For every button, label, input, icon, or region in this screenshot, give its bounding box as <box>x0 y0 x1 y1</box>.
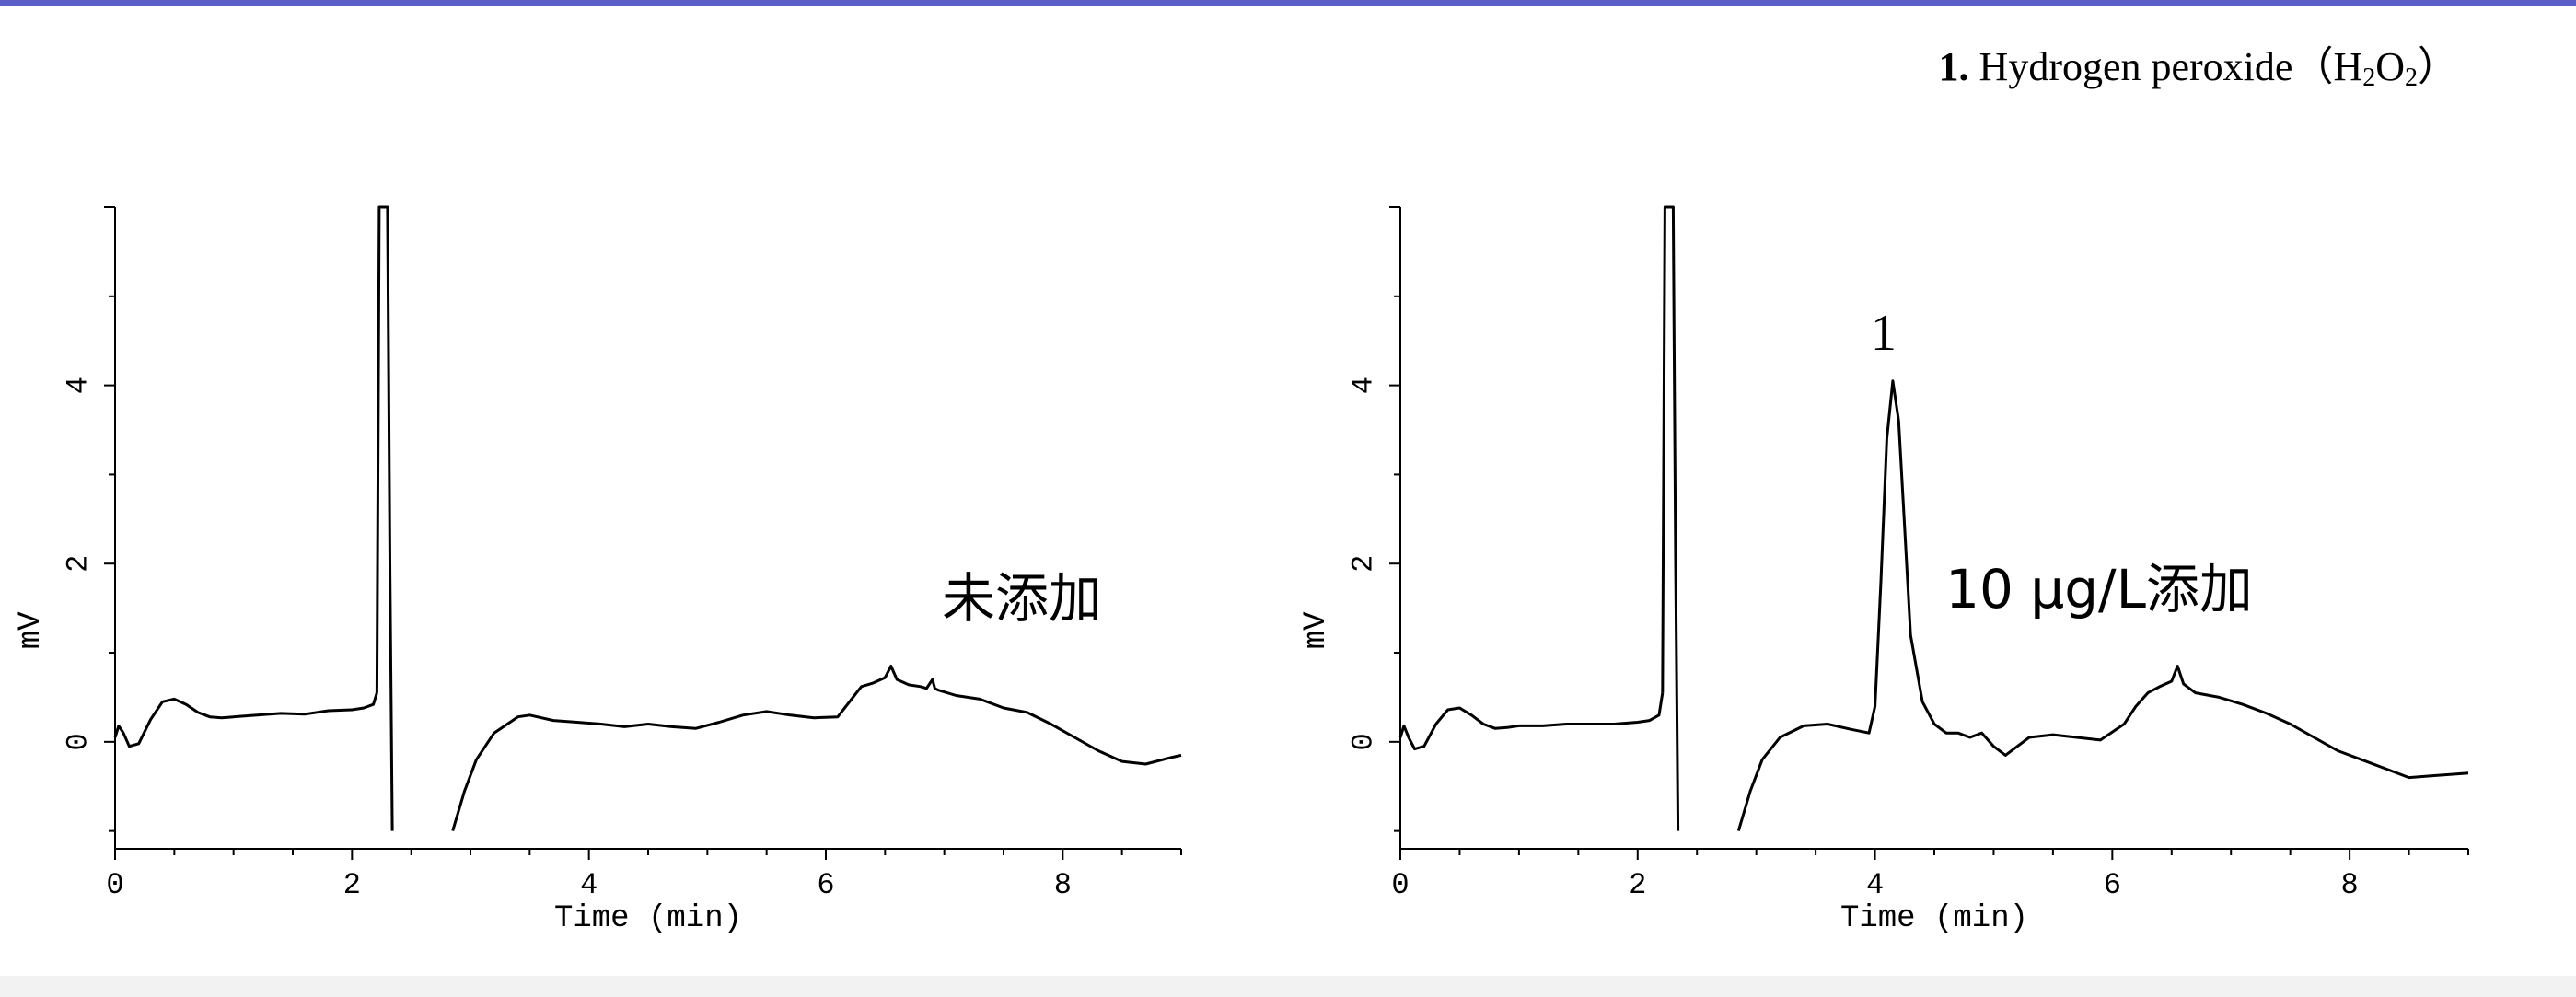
x-tick-label: 0 <box>1391 868 1409 902</box>
chromatogram-trace <box>1661 205 1680 831</box>
x-tick-label: 6 <box>2104 868 2121 902</box>
x-axis-title: Time (min) <box>1840 901 2028 936</box>
x-axis-title: Time (min) <box>554 901 742 936</box>
caption-number: 1. <box>1938 44 1969 89</box>
condition-label: 10 μg/L添加 <box>1945 558 2253 620</box>
bottom-strip <box>0 976 2576 997</box>
x-tick-label: 8 <box>1054 868 1072 902</box>
chromatogram-trace <box>1736 379 2469 832</box>
caption-sub-2: 2 <box>2405 64 2418 92</box>
chromatogram-trace <box>113 692 378 748</box>
chromatogram-trace <box>375 205 394 831</box>
x-tick-label: 8 <box>2341 868 2359 902</box>
y-tick-label: 4 <box>61 377 95 394</box>
figure-caption: 1. Hydrogen peroxide（H2O2） <box>1939 33 2458 93</box>
y-tick-label: 2 <box>1346 555 1380 573</box>
x-tick-label: 6 <box>817 868 834 902</box>
y-tick-label: 4 <box>1346 377 1380 394</box>
peak-label: 1 <box>1871 305 1897 362</box>
y-tick-label: 0 <box>61 733 95 750</box>
y-axis-title: mV <box>14 611 49 649</box>
y-axis-title: mV <box>1299 611 1334 649</box>
caption-text-prefix: Hydrogen peroxide（H <box>1968 44 2363 89</box>
chromatogram-trace <box>451 665 1182 832</box>
caption-sub-1: 2 <box>2362 64 2376 92</box>
caption-text-mid: O <box>2375 44 2405 89</box>
x-tick-label: 4 <box>580 868 598 902</box>
y-tick-label: 0 <box>1346 733 1380 750</box>
caption-text-suffix: ） <box>2418 44 2458 89</box>
condition-label: 未添加 <box>942 567 1102 630</box>
y-tick-label: 2 <box>61 555 95 573</box>
x-tick-label: 0 <box>106 868 123 902</box>
chromatogram-trace <box>1398 692 1665 751</box>
x-tick-label: 2 <box>343 868 361 902</box>
x-tick-label: 4 <box>1866 868 1884 902</box>
top-rule <box>0 0 2576 6</box>
x-tick-label: 2 <box>1629 868 1646 902</box>
